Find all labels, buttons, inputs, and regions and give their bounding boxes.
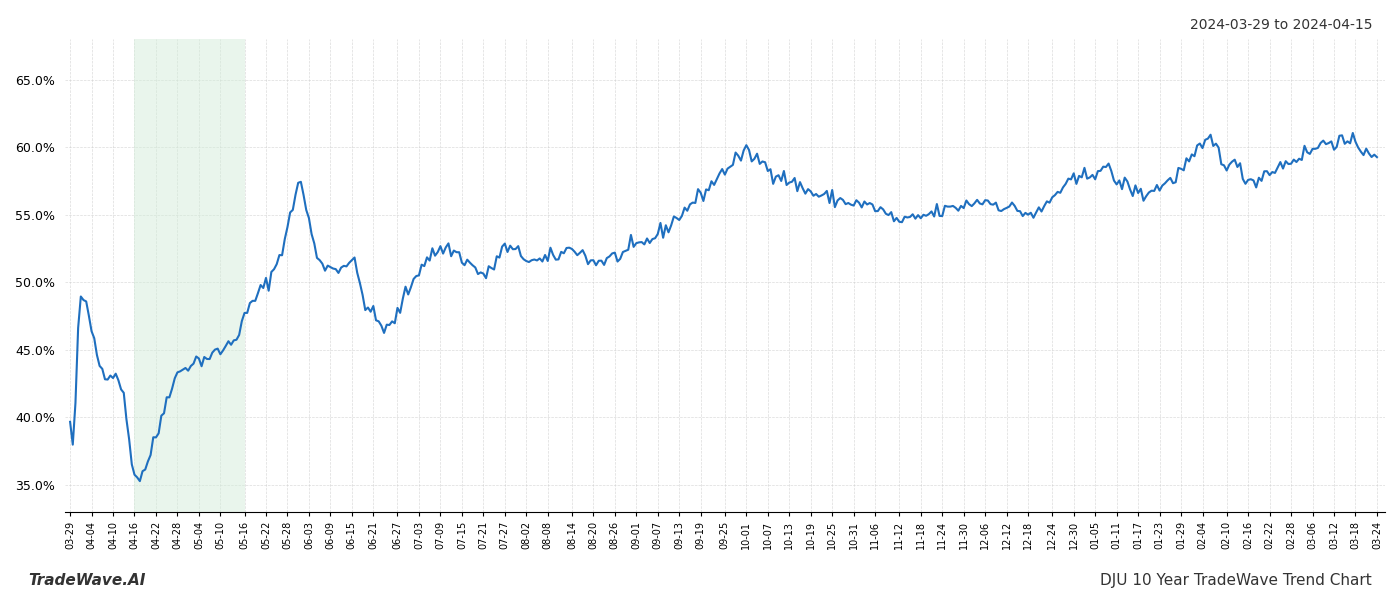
Text: 2024-03-29 to 2024-04-15: 2024-03-29 to 2024-04-15: [1190, 18, 1372, 32]
Text: TradeWave.AI: TradeWave.AI: [28, 573, 146, 588]
Text: DJU 10 Year TradeWave Trend Chart: DJU 10 Year TradeWave Trend Chart: [1100, 573, 1372, 588]
Bar: [134, 39, 245, 512]
